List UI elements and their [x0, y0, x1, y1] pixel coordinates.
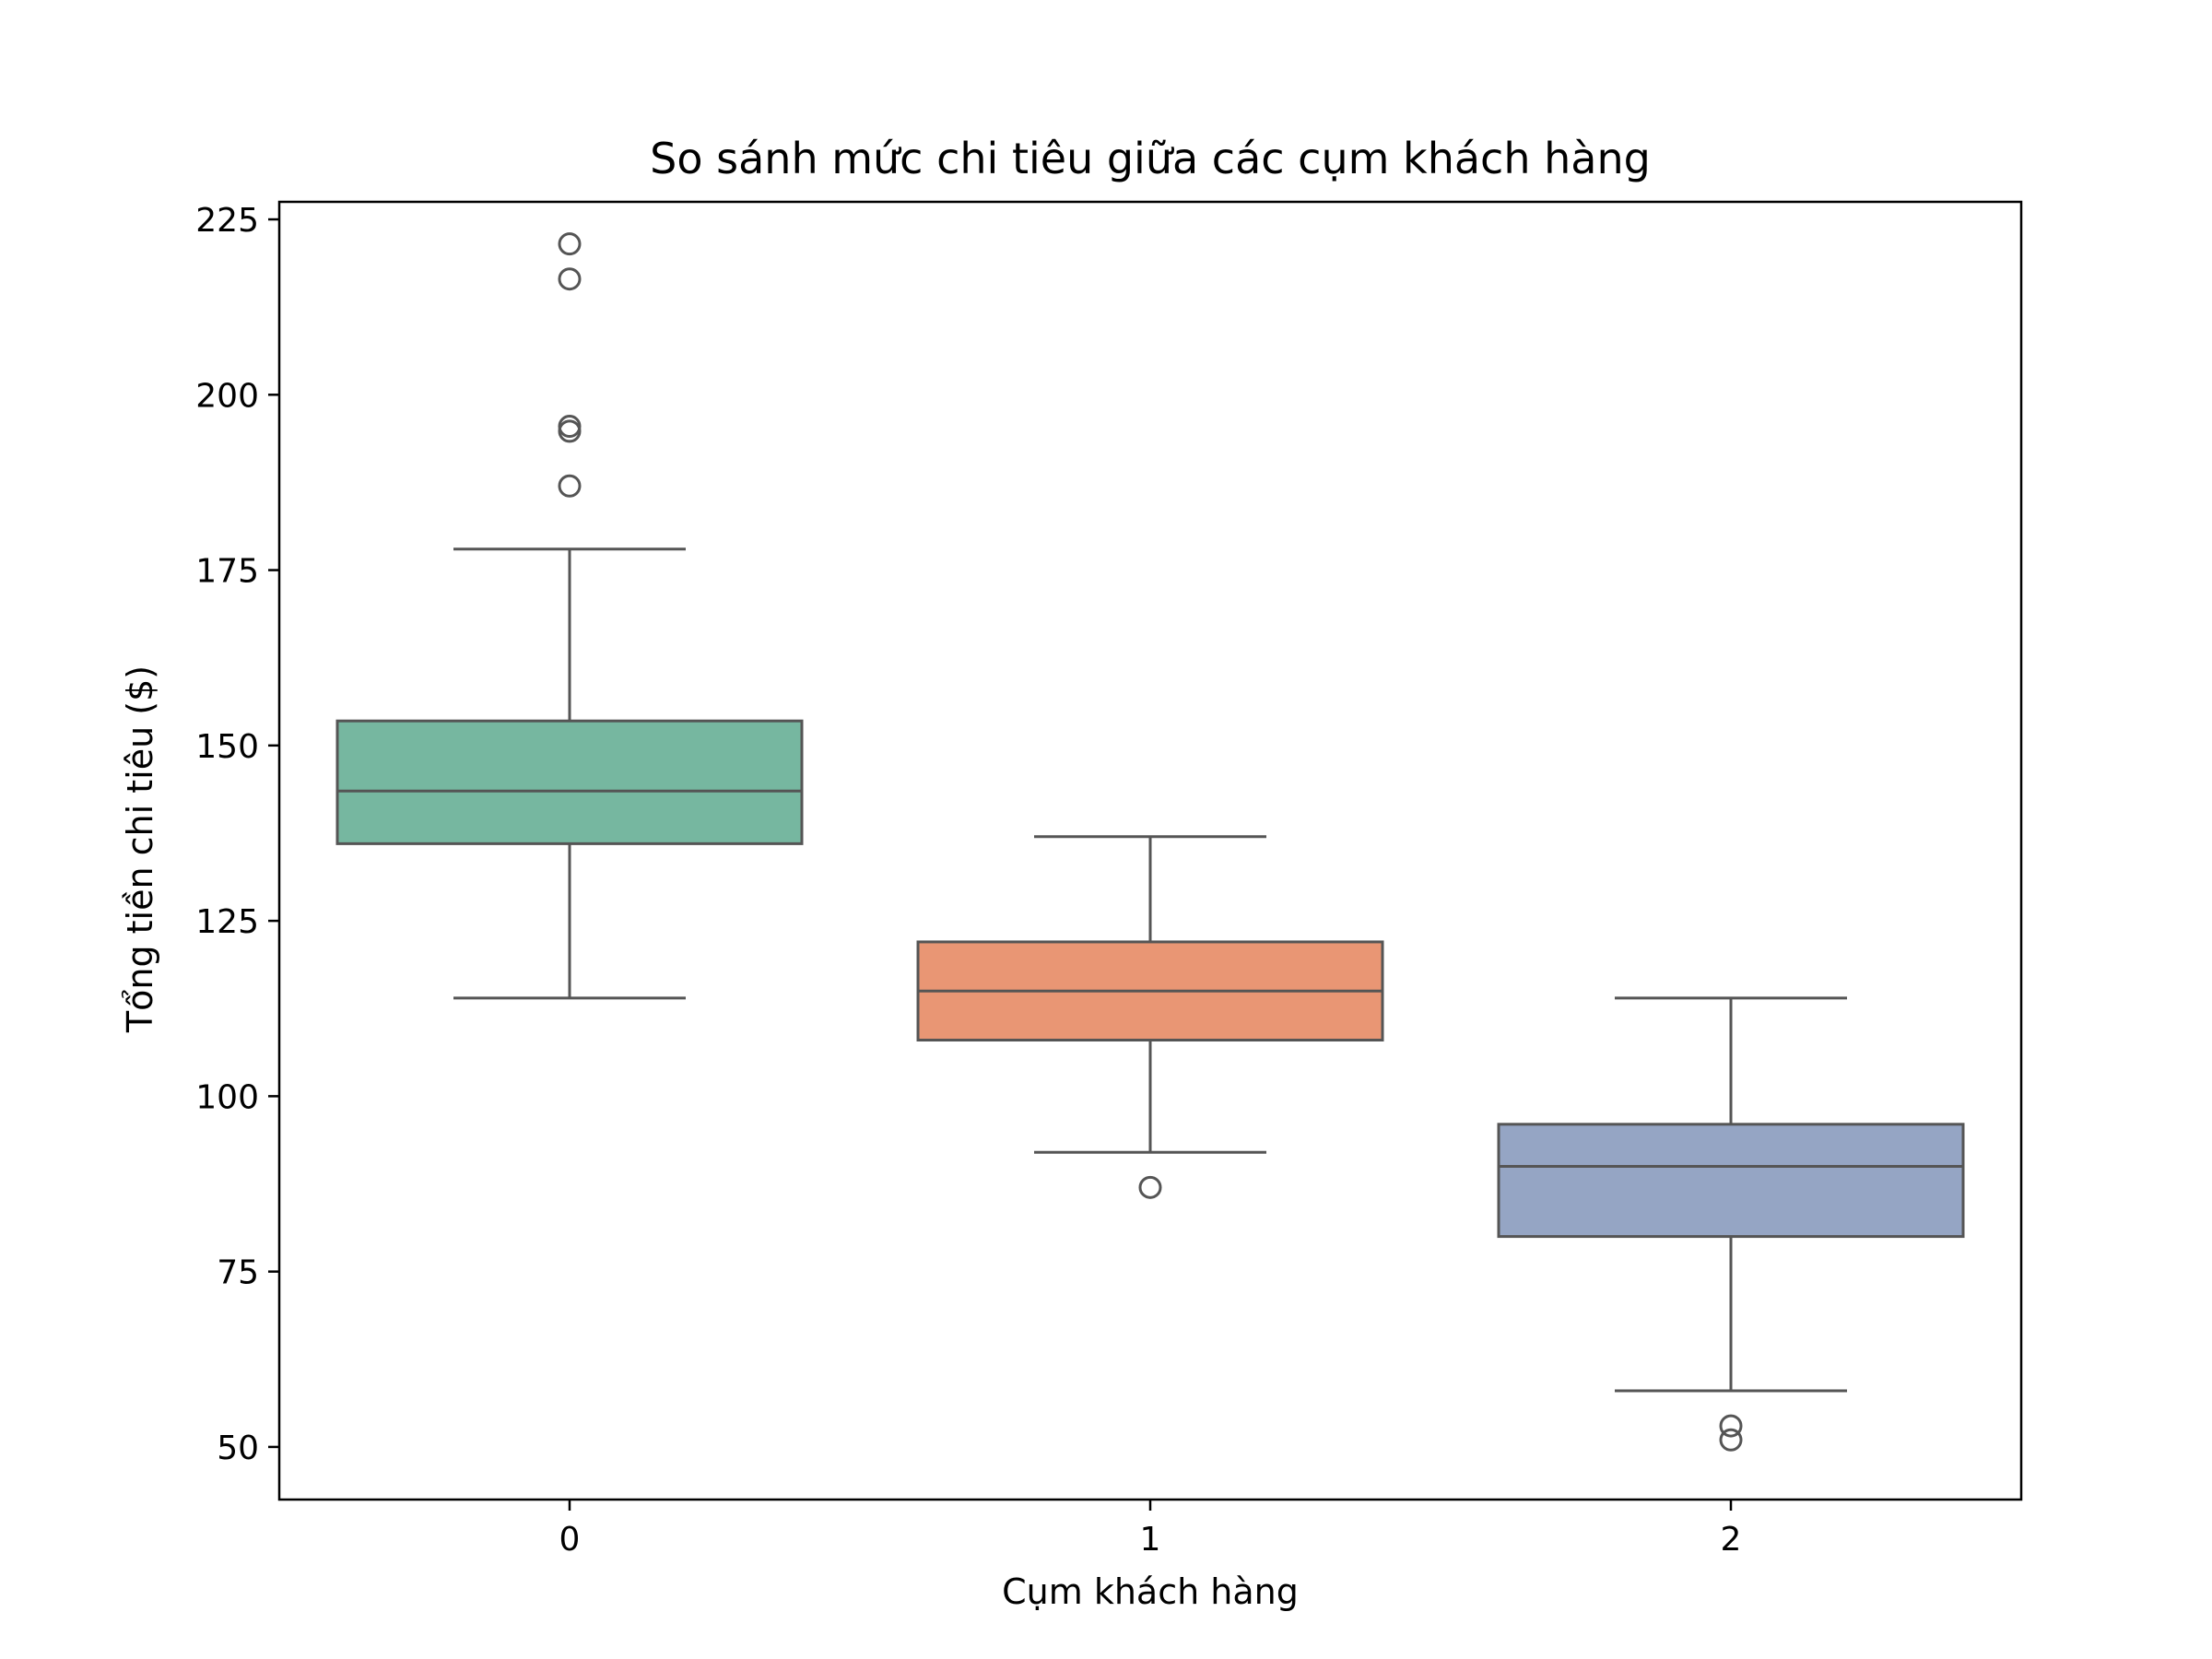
- box-2: [1497, 1123, 1965, 1239]
- x-tick-label-1: 1: [1140, 1521, 1161, 1559]
- x-tick-label-0: 0: [559, 1521, 581, 1559]
- outlier-point-0-3: [558, 419, 582, 443]
- y-tick-label-150: 150: [195, 728, 259, 766]
- x-axis-label: Cụm khách hàng: [1002, 1571, 1299, 1612]
- outlier-point-2-1: [1719, 1428, 1743, 1452]
- outlier-point-1-0: [1138, 1175, 1162, 1199]
- y-tick-label-75: 75: [217, 1254, 259, 1292]
- x-tick-label-2: 2: [1721, 1521, 1742, 1559]
- outlier-point-0-4: [558, 474, 582, 498]
- plot-area: 50 75 100 125 150 175 200 225 0 1 2: [195, 200, 2023, 1559]
- y-tick-label-50: 50: [217, 1430, 259, 1467]
- y-tick-label-100: 100: [195, 1078, 259, 1116]
- outlier-point-0-1: [558, 267, 582, 291]
- y-tick-label-125: 125: [195, 903, 259, 941]
- chart-title: So sánh mức chi tiêu giữa các cụm khách …: [650, 134, 1651, 183]
- y-axis-label: Tổng tiền chi tiêu ($): [120, 665, 160, 1033]
- y-tick-label-225: 225: [195, 202, 259, 240]
- box-0: [335, 719, 804, 845]
- outlier-point-0-0: [558, 232, 582, 256]
- outlier-point-2-0: [1719, 1414, 1743, 1438]
- y-tick-label-200: 200: [195, 377, 259, 415]
- y-tick-label-175: 175: [195, 553, 259, 591]
